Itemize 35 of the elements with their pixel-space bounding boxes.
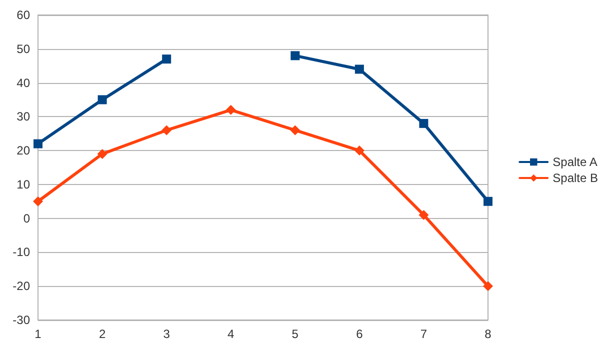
x-tick-label: 5 [292,327,299,340]
point [34,139,42,148]
y-tick-label: -30 [12,313,30,327]
point [226,104,236,115]
y-tick-label: -10 [12,245,30,260]
legend-label: Spalte A [552,155,598,169]
legend-label: Spalte B [552,171,598,185]
x-tick-label: 3 [163,327,170,340]
y-tick-label: 60 [16,8,30,22]
point [290,51,300,60]
point [33,196,43,206]
point [290,125,300,136]
y-tick-label: 40 [16,76,30,90]
x-tick-label: 1 [34,327,42,340]
y-tick-label: -20 [12,279,30,294]
point [419,118,428,128]
point [418,210,429,220]
y-tick-label: 20 [16,144,30,158]
point [484,196,492,206]
x-tick-label: 7 [420,327,428,340]
x-tick-label: 8 [484,327,492,340]
y-tick-label: 50 [16,42,30,56]
y-tick-label: 0 [23,211,30,226]
x-tick-label: 4 [228,327,235,340]
point [162,54,172,64]
point [97,148,108,159]
x-tick-label: 6 [356,327,364,340]
x-tick-label: 2 [98,327,106,340]
y-tick-label: 30 [16,110,30,124]
y-tick-label: 10 [16,177,30,192]
point [354,64,364,74]
point [354,146,364,156]
point [98,95,107,104]
point [162,125,172,136]
point [483,281,493,292]
